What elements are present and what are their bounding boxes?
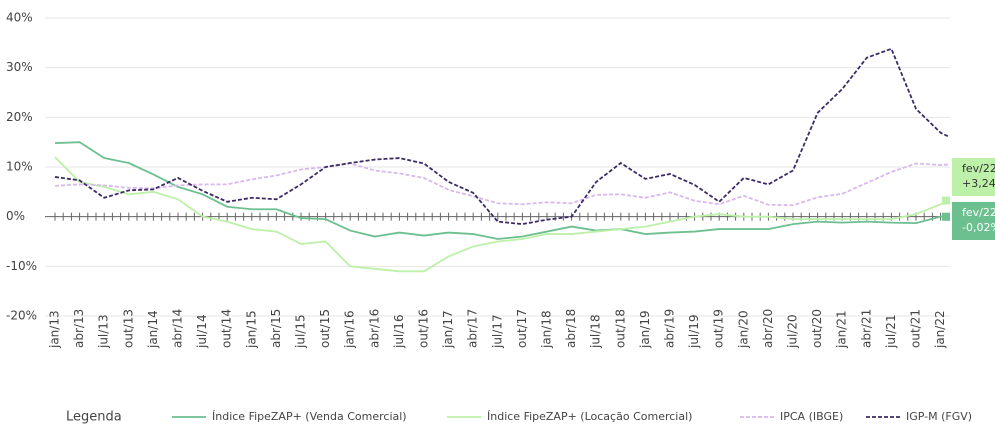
y-tick-label: 30% <box>6 60 33 74</box>
x-tick-label: jan/13 <box>48 310 62 349</box>
y-tick-label: 20% <box>6 110 33 124</box>
legend-label: Índice FipeZAP+ (Venda Comercial) <box>212 410 407 423</box>
annotation-marker <box>942 212 950 221</box>
x-tick-label: jul/19 <box>687 314 701 349</box>
annotation-text: fev/22 <box>962 206 995 219</box>
y-tick-label: 0% <box>6 209 25 223</box>
x-tick-label: out/18 <box>613 309 627 348</box>
x-tick-label: out/17 <box>515 309 529 348</box>
x-tick-label: jan/16 <box>343 310 357 349</box>
legend-label: Índice FipeZAP+ (Locação Comercial) <box>487 410 692 423</box>
x-tick-label: abr/13 <box>72 309 86 348</box>
x-tick-label: jul/17 <box>490 314 504 349</box>
x-tick-label: out/16 <box>417 309 431 348</box>
x-tick-label: abr/16 <box>367 309 381 348</box>
x-tick-label: abr/19 <box>663 309 677 348</box>
annotation-text: fev/22 <box>962 162 995 175</box>
x-tick-label: jan/21 <box>835 310 849 349</box>
series-line <box>54 141 949 240</box>
x-tick-label: jul/16 <box>392 314 406 349</box>
annotation-box <box>952 202 995 240</box>
x-tick-label: abr/14 <box>171 309 185 348</box>
series-line <box>54 162 949 207</box>
x-tick-label: jul/14 <box>195 314 209 349</box>
x-tick-label: out/20 <box>810 309 824 348</box>
x-tick-label: jan/20 <box>736 310 750 349</box>
x-tick-label: jul/20 <box>786 314 800 349</box>
series-line <box>54 47 950 226</box>
x-tick-label: jan/18 <box>540 310 554 349</box>
x-tick-label: abr/17 <box>466 309 480 348</box>
x-tick-label: jul/15 <box>294 314 308 349</box>
x-tick-label: out/15 <box>318 309 332 348</box>
x-tick-label: out/21 <box>909 309 923 348</box>
x-tick-label: abr/15 <box>269 309 283 348</box>
x-tick-label: jan/19 <box>638 310 652 349</box>
y-tick-label: 40% <box>6 11 33 25</box>
y-tick-label: -20% <box>6 309 37 323</box>
annotation-text: -0,02% <box>962 221 995 234</box>
y-tick-label: 10% <box>6 160 33 174</box>
x-tick-label: jan/17 <box>441 310 455 349</box>
x-tick-label: out/13 <box>121 309 135 348</box>
x-tick-label: out/14 <box>220 309 234 348</box>
x-tick-label: jan/22 <box>933 310 947 349</box>
x-tick-label: jul/18 <box>589 314 603 349</box>
annotation-text: +3,24% <box>962 177 995 190</box>
legend-label: IPCA (IBGE) <box>780 410 843 423</box>
annotation-marker <box>942 196 950 205</box>
x-tick-label: abr/18 <box>564 309 578 348</box>
series-line <box>54 156 950 273</box>
x-tick-label: jul/21 <box>884 314 898 349</box>
y-tick-label: -10% <box>6 259 37 273</box>
x-tick-label: jan/15 <box>244 310 258 349</box>
x-tick-label: abr/21 <box>859 309 873 348</box>
x-tick-label: out/19 <box>712 309 726 348</box>
annotation-box <box>952 158 995 196</box>
x-tick-label: jul/13 <box>97 314 111 349</box>
x-tick-label: jan/14 <box>146 310 160 349</box>
x-tick-label: abr/20 <box>761 309 775 348</box>
legend-title: Legenda <box>66 410 122 425</box>
legend-label: IGP-M (FGV) <box>906 410 972 423</box>
